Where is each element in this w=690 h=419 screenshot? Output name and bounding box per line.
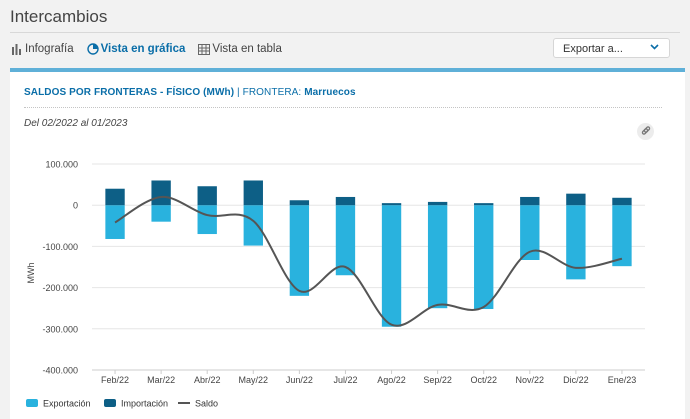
y-axis-label: MWh — [26, 263, 36, 284]
bar-chart-icon — [12, 43, 21, 55]
card-title-main: SALDOS POR FRONTERAS - FÍSICO (MWh) — [24, 87, 235, 98]
tab-infografia[interactable]: Infografía — [12, 43, 74, 55]
x-tick-label: Ago/22 — [377, 375, 406, 385]
title-divider-dotted — [24, 107, 662, 108]
legend-swatch — [26, 399, 38, 407]
bar-exportacion — [381, 205, 402, 327]
bar-exportacion — [427, 205, 448, 309]
x-tick-label: Feb/22 — [101, 375, 129, 385]
view-tabs: Infografía Vista en gráfica Vista en tab… — [12, 40, 295, 58]
x-tick-label: Sep/22 — [423, 375, 452, 385]
bar-exportacion — [243, 205, 263, 246]
chevron-down-icon — [650, 44, 659, 50]
x-tick-label: Nov/22 — [516, 375, 545, 385]
date-range: Del 02/2022 al 01/2023 — [24, 118, 128, 129]
export-dropdown-label: Exportar a... — [563, 43, 623, 55]
x-tick-label: Jun/22 — [286, 375, 313, 385]
legend-label: Saldo — [195, 399, 218, 409]
bar-importacion — [243, 180, 263, 206]
bar-importacion — [520, 196, 540, 206]
bar-exportacion — [335, 205, 356, 276]
title-divider — [10, 32, 680, 33]
bar-importacion — [474, 203, 494, 206]
x-tick-label: May/22 — [239, 375, 269, 385]
y-tick-label: 0 — [73, 201, 78, 211]
bar-importacion — [335, 196, 356, 206]
frontier-label: FRONTERA: — [242, 87, 305, 98]
bar-exportacion — [566, 205, 586, 280]
x-tick-label: Mar/22 — [147, 375, 175, 385]
export-dropdown[interactable]: Exportar a... — [553, 38, 670, 58]
bar-exportacion — [474, 205, 494, 310]
bar-importacion — [427, 201, 448, 206]
tab-infografia-label: Infografía — [25, 43, 74, 55]
y-tick-label: -300.000 — [42, 324, 78, 334]
bar-importacion — [381, 203, 402, 206]
page-title: Intercambios — [10, 7, 108, 26]
bar-importacion — [197, 186, 217, 206]
copy-link-button[interactable] — [637, 123, 654, 140]
y-tick-label: -200.000 — [42, 283, 78, 293]
tab-vista-tabla-label: Vista en tabla — [212, 43, 282, 55]
x-tick-label: Dic/22 — [563, 375, 589, 385]
saldo-line — [114, 195, 623, 327]
y-tick-label: -400.000 — [42, 366, 78, 376]
bar-importacion — [105, 188, 125, 206]
tab-vista-tabla[interactable]: Vista en tabla — [198, 43, 282, 55]
frontier-value: Marruecos — [304, 87, 356, 98]
bar-exportacion — [520, 205, 540, 260]
bar-importacion — [151, 180, 171, 206]
bar-exportacion — [612, 205, 632, 267]
x-tick-label: Jul/22 — [333, 375, 357, 385]
tab-vista-grafica-label: Vista en gráfica — [100, 43, 186, 55]
bar-exportacion — [151, 205, 171, 222]
x-tick-label: Abr/22 — [194, 375, 221, 385]
bar-exportacion — [197, 205, 217, 235]
bar-importacion — [612, 197, 632, 206]
x-tick-label: Ene/23 — [608, 375, 637, 385]
pie-chart-icon — [86, 43, 99, 55]
legend-label: Exportación — [43, 399, 91, 409]
card-title: SALDOS POR FRONTERAS - FÍSICO (MWh) | FR… — [24, 87, 356, 98]
y-tick-label: 100.000 — [45, 160, 78, 170]
x-tick-label: Oct/22 — [470, 375, 497, 385]
table-icon — [198, 43, 211, 55]
bar-importacion — [289, 200, 310, 206]
link-icon — [641, 126, 651, 135]
y-tick-label: -100.000 — [42, 242, 78, 252]
legend-label: Importación — [121, 399, 168, 409]
legend-swatch — [104, 399, 116, 407]
bar-importacion — [566, 193, 586, 206]
tab-vista-grafica[interactable]: Vista en gráfica — [86, 43, 186, 55]
card-title-separator: | — [234, 87, 243, 98]
bar-exportacion — [289, 205, 310, 296]
